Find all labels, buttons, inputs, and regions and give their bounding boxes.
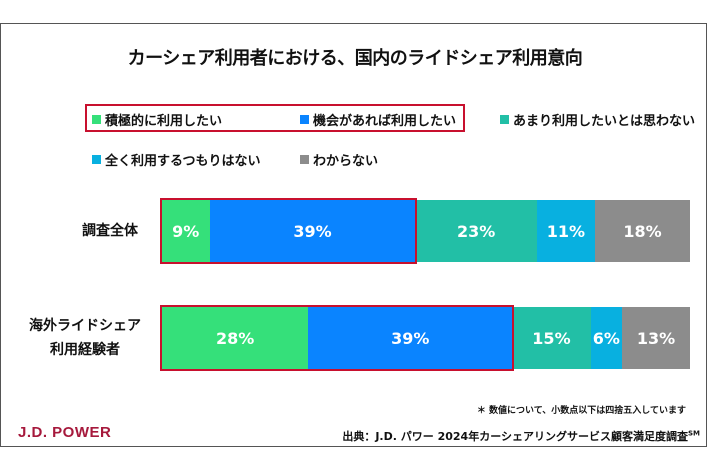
data-label: 18% — [623, 221, 662, 241]
legend-item: 積極的に利用したい — [92, 110, 222, 129]
data-label: 9% — [172, 221, 200, 241]
highlight-box — [160, 305, 515, 371]
data-label: 11% — [546, 221, 586, 241]
jd-power-logo: J.D. POWER — [18, 424, 112, 441]
data-label: 39% — [391, 328, 430, 348]
bar-segment: 18% — [594, 200, 690, 262]
legend-swatch — [92, 155, 101, 164]
highlight-box — [160, 198, 418, 264]
legend-label: 全く利用するつもりはない — [105, 154, 261, 169]
data-label: 39% — [293, 221, 332, 241]
bar-segment: 39% — [308, 307, 513, 369]
category-label: 調査全体 — [65, 219, 155, 243]
bar-segment: 39% — [209, 200, 416, 262]
legend-swatch — [300, 115, 309, 124]
legend-label: 機会があれば利用したい — [313, 114, 457, 129]
category-label: 海外ライドシェア 利用経験者 — [20, 314, 150, 362]
legend-swatch — [92, 115, 101, 124]
chart-title: カーシェア利用者における、国内のライドシェア利用意向 — [127, 48, 583, 69]
rounding-note: ＊ 数値について、小数点以下は四捨五入しています — [476, 406, 686, 416]
legend-swatch — [300, 155, 309, 164]
legend-label: あまり利用したいとは思わない — [513, 114, 696, 129]
legend-label: 積極的に利用したい — [105, 114, 223, 129]
bar-segment: 9% — [162, 200, 210, 262]
chart-frame — [0, 23, 707, 447]
data-label: 15% — [532, 328, 571, 348]
bar-segment: 23% — [415, 200, 537, 262]
bar-segment: 13% — [622, 307, 690, 369]
category-label-line: 海外ライドシェア — [29, 318, 141, 334]
legend-highlight-box — [85, 104, 465, 132]
legend-label: わからない — [313, 154, 379, 169]
service-mark: SM — [687, 429, 700, 438]
legend-item: わからない — [300, 150, 378, 169]
data-label: 23% — [457, 221, 496, 241]
bar-segment: 28% — [162, 307, 309, 369]
source-citation: 出典：J.D. パワー 2024年カーシェアリングサービス顧客満足度調査SM — [342, 428, 700, 444]
bar-segment: 15% — [512, 307, 591, 369]
legend-item: 全く利用するつもりはない — [92, 150, 260, 169]
legend-item: 機会があれば利用したい — [300, 110, 456, 129]
bar-segment: 6% — [590, 307, 623, 369]
category-label-line: 利用経験者 — [50, 342, 120, 358]
category-label-line: 調査全体 — [82, 223, 138, 239]
legend-item: あまり利用したいとは思わない — [500, 110, 695, 129]
data-label: 13% — [636, 328, 676, 348]
legend-swatch — [500, 115, 509, 124]
data-label: 28% — [216, 328, 255, 348]
source-text: 出典：J.D. パワー 2024年カーシェアリングサービス顧客満足度調査 — [342, 430, 688, 443]
bar-segment: 11% — [536, 200, 595, 262]
data-label: 6% — [592, 328, 620, 348]
